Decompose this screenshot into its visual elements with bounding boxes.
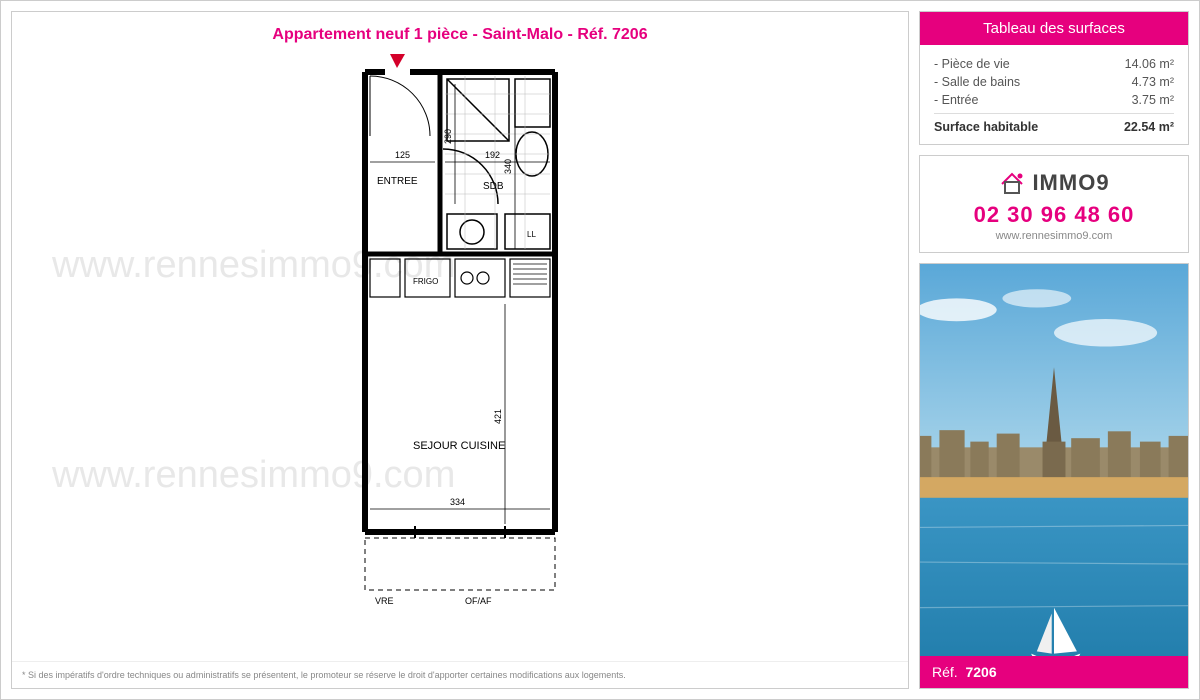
ref-value: 7206 xyxy=(965,664,996,680)
surface-row: - Pièce de vie 14.06 m² xyxy=(934,55,1174,73)
disclaimer-text: * Si des impératifs d'ordre techniques o… xyxy=(12,661,908,688)
surface-label: - Pièce de vie xyxy=(934,57,1010,71)
label-frigo: FRIGO xyxy=(413,277,438,286)
surface-row: - Salle de bains 4.73 m² xyxy=(934,73,1174,91)
surfaces-table: Tableau des surfaces - Pièce de vie 14.0… xyxy=(919,11,1189,145)
surface-total-value: 22.54 m² xyxy=(1124,120,1174,134)
ref-label: Réf. xyxy=(932,664,958,680)
brand-name: IMMO9 xyxy=(1032,170,1109,196)
surface-label: - Salle de bains xyxy=(934,75,1020,89)
label-ll: LL xyxy=(527,230,536,239)
sidebar: Tableau des surfaces - Pièce de vie 14.0… xyxy=(919,11,1189,689)
ref-badge: Réf. 7206 xyxy=(920,656,1188,688)
surface-row: - Entrée 3.75 m² xyxy=(934,91,1174,109)
contact-website: www.rennesimmo9.com xyxy=(928,230,1180,242)
house-logo-icon xyxy=(998,170,1026,196)
listing-title: Appartement neuf 1 pièce - Saint-Malo - … xyxy=(12,12,908,54)
surface-value: 14.06 m² xyxy=(1125,57,1174,71)
dim-entree-w: 125 xyxy=(395,150,410,160)
contact-box: IMMO9 02 30 96 48 60 www.rennesimmo9.com xyxy=(919,155,1189,253)
dim-sdb-h2: 340 xyxy=(503,159,513,174)
label-ofaf: OF/AF xyxy=(465,596,492,606)
dim-sdb-w: 192 xyxy=(485,150,500,160)
contact-phone: 02 30 96 48 60 xyxy=(928,202,1180,228)
entrance-marker-icon xyxy=(390,54,405,68)
main-panel: Appartement neuf 1 pièce - Saint-Malo - … xyxy=(11,11,909,689)
label-vre: VRE xyxy=(375,596,394,606)
dim-sejour-h: 421 xyxy=(493,409,503,424)
brand-row: IMMO9 xyxy=(928,170,1180,196)
surface-value: 4.73 m² xyxy=(1132,75,1174,89)
surfaces-body: - Pièce de vie 14.06 m² - Salle de bains… xyxy=(920,45,1188,144)
surface-total-label: Surface habitable xyxy=(934,120,1038,134)
surface-total-row: Surface habitable 22.54 m² xyxy=(934,113,1174,134)
surface-value: 3.75 m² xyxy=(1132,93,1174,107)
room-label-sdb: SDB xyxy=(483,181,504,192)
page: Appartement neuf 1 pièce - Saint-Malo - … xyxy=(0,0,1200,700)
surfaces-header: Tableau des surfaces xyxy=(920,12,1188,45)
dim-sejour-w: 334 xyxy=(450,497,465,507)
room-label-entree: ENTREE xyxy=(377,176,418,187)
dim-sdb-h1: 290 xyxy=(443,129,453,144)
surface-label: - Entrée xyxy=(934,93,978,107)
floorplan-diagram: ENTREE 125 192 SDB 290 340 LL FRIGO SEJO… xyxy=(355,54,565,619)
floorplan-container: www.rennesimmo9.com www.rennesimmo9.com xyxy=(12,54,908,661)
location-photo: Réf. 7206 xyxy=(919,263,1189,689)
room-label-sejour: SEJOUR CUISINE xyxy=(413,440,505,452)
